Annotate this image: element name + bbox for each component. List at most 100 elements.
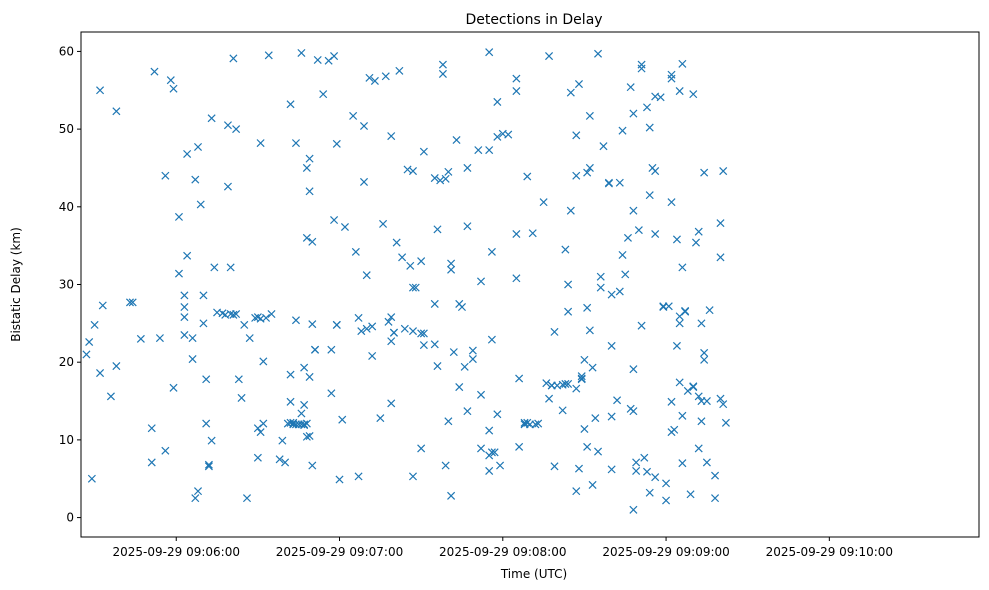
data-point [188,355,197,364]
data-point [444,417,453,426]
data-point [596,283,605,292]
data-point [678,263,687,272]
data-point [564,280,573,289]
data-point [702,458,711,467]
data-point [180,291,189,300]
data-point [232,125,241,134]
data-point [476,444,486,453]
data-point [487,335,496,344]
data-point [585,326,594,335]
data-point [615,287,624,296]
data-point [719,167,728,176]
y-tick-label: 30 [59,278,74,292]
data-point [359,177,369,186]
data-point [594,49,603,58]
data-point [700,355,709,364]
data-point [232,309,241,319]
data-point [256,428,265,437]
data-point [574,80,584,89]
data-point [626,83,635,92]
data-point [463,222,472,231]
data-point [286,100,295,109]
data-point [96,86,105,95]
data-point [300,400,309,409]
data-point [136,334,145,343]
data-point [408,472,418,481]
data-point [237,393,246,402]
data-point [512,87,521,96]
data-point [286,370,295,379]
data-point [642,467,652,476]
data-point [452,135,461,145]
data-point [234,375,243,384]
data-point [169,383,178,392]
data-point [675,319,684,328]
data-point [694,392,703,401]
data-point [637,321,646,330]
data-point [85,337,94,347]
data-point [174,212,183,221]
data-point [634,226,643,235]
data-point [460,362,469,371]
data-point [667,74,676,83]
data-point [539,198,548,207]
data-point [106,392,115,401]
data-point [485,48,494,57]
data-point [302,163,311,172]
data-point [365,73,374,82]
data-point [438,60,447,69]
data-point [512,74,521,83]
data-point [583,442,592,451]
data-point [700,168,709,177]
data-point [281,458,290,467]
data-point [651,167,660,176]
data-point [604,179,613,188]
data-point [398,253,407,262]
data-point [264,51,273,60]
data-point [716,219,725,228]
data-point [615,178,624,187]
data-point [202,419,211,428]
data-point [332,139,341,148]
data-point [667,397,676,406]
data-point [354,313,363,322]
data-point [180,330,189,340]
data-point [580,424,589,434]
data-point [645,191,654,200]
y-tick-label: 60 [59,44,74,58]
data-point [256,139,265,148]
data-point [629,109,638,118]
data-point [128,298,137,307]
data-point [485,426,494,435]
data-point [330,52,339,61]
data-point [253,453,262,462]
data-point [112,362,121,371]
y-axis-label: Bistatic Delay (km) [9,227,23,342]
data-point [487,448,496,457]
data-point [433,225,442,234]
data-point [675,87,684,96]
data-point [308,320,317,329]
axis-ticks: 2025-09-29 09:06:00 2025-09-29 09:07:00 20… [59,44,893,559]
data-point [542,379,551,388]
data-point [262,313,271,322]
data-point [689,383,698,392]
data-point [523,172,532,181]
data-point [651,473,660,482]
data-point [613,396,622,405]
data-point [637,64,646,73]
data-point [716,394,725,403]
data-point [199,291,208,300]
chart-title: Detections in Delay [465,12,602,28]
data-point [188,334,197,343]
data-point [588,480,597,489]
data-point [629,206,638,215]
data-point [468,355,477,364]
data-point [672,235,681,244]
data-point [354,472,363,481]
data-point [645,488,654,497]
data-point [207,114,216,123]
data-point [180,303,189,312]
x-tick-label: 2025-09-29 09:08:00 [439,545,566,559]
